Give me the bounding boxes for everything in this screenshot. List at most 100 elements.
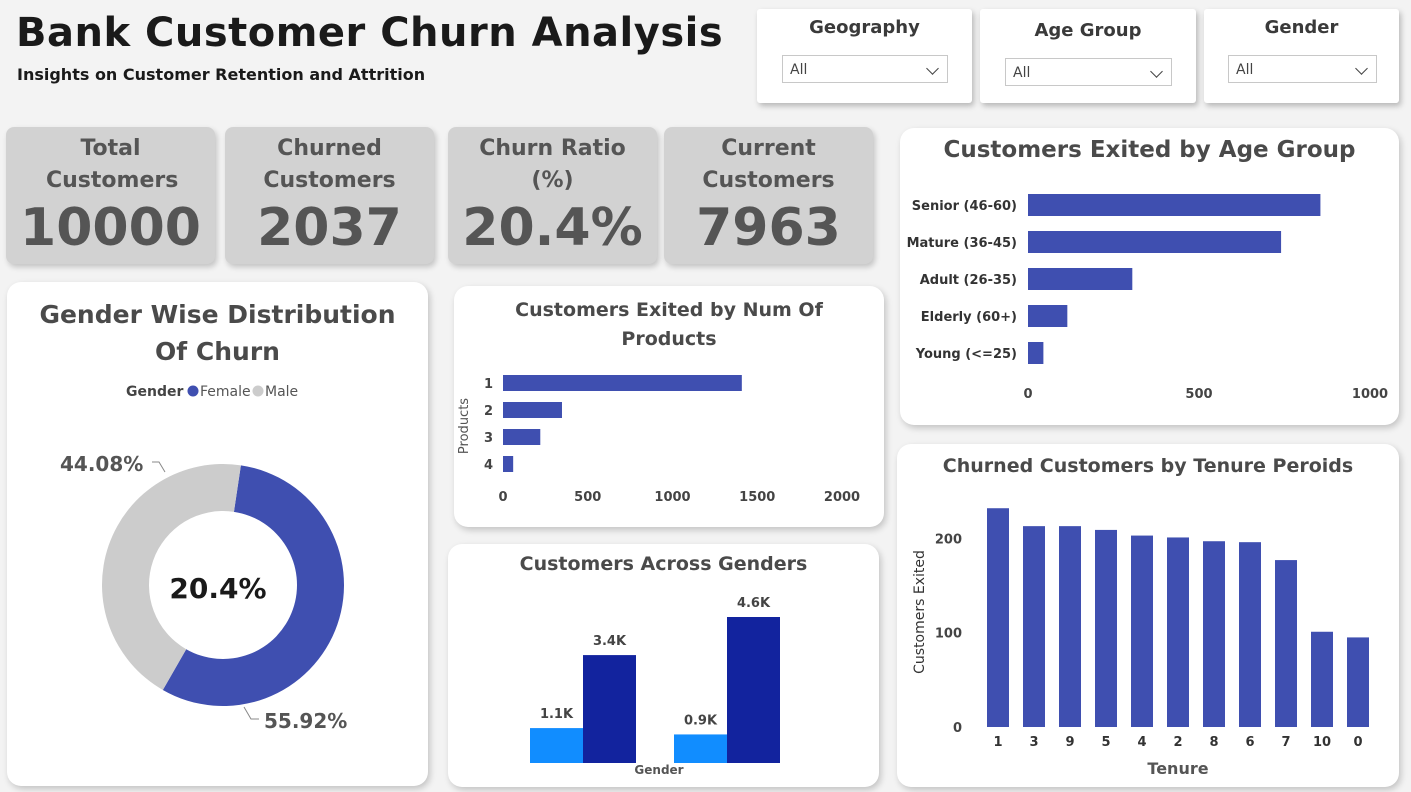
- kpi-value: 2037: [257, 198, 402, 258]
- kpi-churn-ratio: Churn Ratio (%) 20.4%: [448, 127, 657, 264]
- kpi-current-customers: Current Customers 7963: [664, 127, 873, 264]
- age-group-card: Customers Exited by Age Group Senior (46…: [900, 128, 1399, 425]
- chart-title: Churned Customers by Tenure Peroids: [942, 455, 1354, 477]
- age-group-dropdown[interactable]: All: [1005, 58, 1172, 86]
- tenure-bar: [987, 508, 1009, 727]
- chart-title: Customers Exited by Num Of Products: [515, 299, 823, 350]
- tenure-bar: [1059, 526, 1081, 727]
- gender-bar: [727, 617, 780, 763]
- x-tick-label: 5: [1101, 735, 1110, 750]
- legend-female-marker: [187, 385, 199, 397]
- donut-slice-male[interactable]: [102, 464, 241, 690]
- donut-center-label: 20.4%: [169, 572, 266, 605]
- age-bar: [1028, 305, 1068, 327]
- tenure-bar: [1239, 542, 1261, 727]
- x-tick-label: 0: [1023, 387, 1032, 402]
- kpi-value: 7963: [696, 198, 841, 258]
- x-tick-label: 500: [1185, 387, 1212, 402]
- chart-title: Customers Exited by Age Group: [943, 137, 1356, 163]
- kpi-label: Current Customers: [702, 136, 835, 193]
- gender-bar: [530, 728, 583, 763]
- tenure-bar: [1023, 526, 1045, 727]
- y-tick-label: Senior (46-60): [912, 199, 1017, 214]
- products-bar: [503, 429, 541, 445]
- products-bar-chart: 1 2 3 4 0 500 1000 1500 2000 Products: [457, 375, 860, 505]
- age-bar: [1028, 231, 1282, 253]
- genders-bar-chart: 1.1K 3.4K 0.9K 4.6K Gender: [530, 596, 780, 777]
- page-title: Bank Customer Churn Analysis: [16, 10, 724, 56]
- chart-title: Gender Wise Distribution Of Churn: [39, 300, 396, 366]
- age-group-bar-chart: Senior (46-60) Mature (36-45) Adult (26-35…: [907, 194, 1388, 402]
- chevron-down-icon: [926, 62, 939, 75]
- tenure-bar: [1131, 535, 1153, 727]
- y-tick-label: 3: [484, 431, 493, 446]
- kpi-total-customers: Total Customers 10000: [6, 127, 215, 264]
- gender-distribution-card: Gender Wise Distribution Of Churn Gender…: [7, 282, 428, 786]
- chevron-down-icon: [1150, 65, 1163, 78]
- age-group-slicer-label: Age Group: [1034, 20, 1142, 41]
- data-label: 1.1K: [540, 707, 574, 722]
- y-tick-label: 200: [935, 532, 962, 547]
- x-tick-label: 1500: [739, 490, 775, 505]
- data-label: 4.6K: [737, 596, 771, 611]
- genders-card: Customers Across Genders 1.1K 3.4K 0.9K 4.6…: [448, 544, 879, 787]
- y-tick-label: Elderly (60+): [921, 310, 1017, 325]
- tenure-bar: [1275, 560, 1297, 727]
- x-tick-label: 2000: [824, 490, 860, 505]
- gender-dropdown[interactable]: All: [1228, 55, 1377, 83]
- x-tick-label: 1: [993, 735, 1002, 750]
- legend-male-label[interactable]: Male: [265, 384, 298, 400]
- y-tick-label: 1: [484, 377, 493, 392]
- legend-male-marker: [252, 385, 264, 397]
- gender-dropdown-value: All: [1236, 62, 1254, 78]
- legend-female-label[interactable]: Female: [200, 384, 251, 400]
- x-tick-label: 10: [1313, 735, 1331, 750]
- kpi-churned-customers: Churned Customers 2037: [225, 127, 434, 264]
- data-label: 3.4K: [593, 634, 627, 649]
- y-tick-label: 0: [953, 721, 962, 736]
- donut-slice-female[interactable]: [162, 465, 344, 706]
- y-tick-label: Young (<=25): [915, 347, 1017, 362]
- tenure-bar: [1311, 631, 1333, 727]
- gender-bar: [583, 655, 636, 763]
- x-tick-label: 6: [1245, 735, 1254, 750]
- female-slice-label: 55.92%: [264, 709, 347, 733]
- x-tick-label: 500: [574, 490, 601, 505]
- x-tick-label: 7: [1281, 735, 1290, 750]
- geography-slicer-label: Geography: [809, 17, 920, 38]
- products-bar: [503, 375, 742, 391]
- tenure-bar: [1095, 529, 1117, 727]
- chevron-down-icon: [1355, 62, 1368, 75]
- products-card: Customers Exited by Num Of Products 1 2 3 4…: [454, 286, 884, 527]
- y-tick-label: Adult (26-35): [920, 273, 1017, 288]
- x-tick-label: 1000: [654, 490, 690, 505]
- y-tick-label: 2: [484, 404, 493, 419]
- gender-slicer: Gender All: [1204, 9, 1399, 103]
- x-tick-label: 2: [1173, 735, 1182, 750]
- geography-dropdown-value: All: [790, 62, 808, 78]
- y-tick-label: 4: [484, 458, 493, 473]
- legend-title: Gender: [126, 384, 183, 400]
- gender-slicer-label: Gender: [1264, 17, 1339, 38]
- tenure-bar: [1203, 541, 1225, 727]
- age-bar: [1028, 268, 1133, 290]
- geography-dropdown[interactable]: All: [782, 55, 948, 83]
- kpi-label: Churned Customers: [263, 136, 396, 193]
- data-label: 0.9K: [684, 713, 718, 728]
- y-tick-label: Mature (36-45): [907, 236, 1017, 251]
- tenure-bar: [1167, 537, 1189, 727]
- kpi-value: 20.4%: [462, 198, 643, 258]
- gender-donut-chart: Gender Female Male 20.4% 44.08% 55.92%: [60, 384, 347, 733]
- products-bar: [503, 456, 514, 472]
- x-axis-label: Gender: [634, 763, 683, 777]
- page-subtitle: Insights on Customer Retention and Attri…: [17, 65, 426, 84]
- age-bar: [1028, 342, 1044, 364]
- y-axis-label: Customers Exited: [912, 550, 928, 674]
- gender-bar: [674, 734, 727, 763]
- male-slice-label: 44.08%: [60, 452, 143, 476]
- x-axis-label: Tenure: [1147, 759, 1208, 778]
- kpi-label: Churn Ratio (%): [479, 136, 626, 193]
- x-tick-label: 8: [1209, 735, 1218, 750]
